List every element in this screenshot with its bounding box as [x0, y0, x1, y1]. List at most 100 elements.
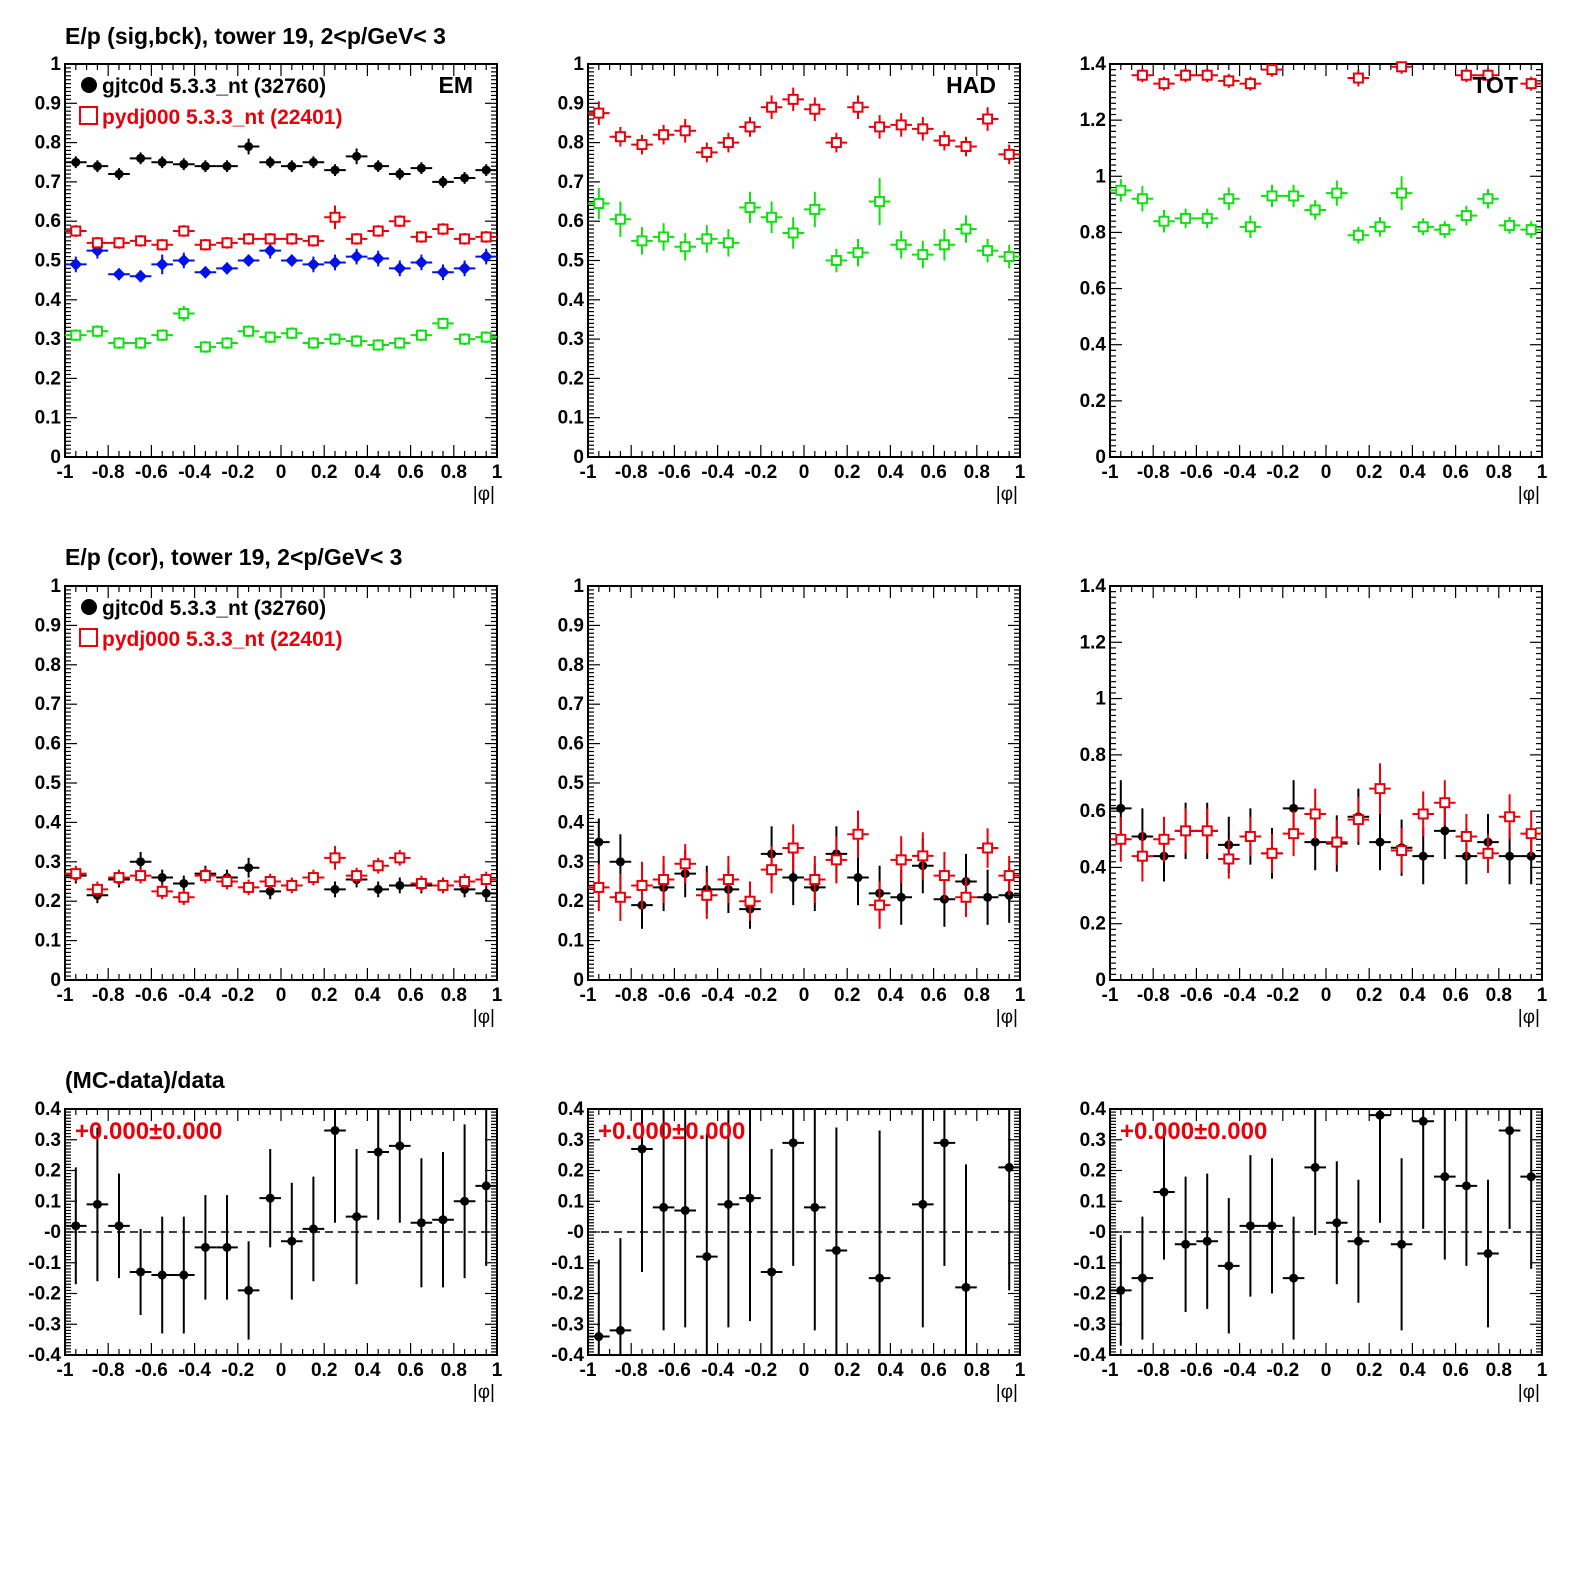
- x-tick-label: -0.6: [1180, 1360, 1213, 1381]
- y-tick-label: 1.2: [1080, 110, 1106, 131]
- filled-circle-marker: [308, 1224, 318, 1234]
- open-square-marker: [199, 239, 211, 251]
- series-mc: [65, 846, 497, 906]
- filled-circle-marker: [1159, 1187, 1169, 1197]
- data-point: [976, 828, 999, 868]
- data-point: [1131, 830, 1154, 882]
- y-tick-label: 0.2: [35, 1161, 61, 1182]
- x-tick-label: -0.4: [178, 985, 211, 1006]
- x-tick-label: 0.6: [920, 1360, 946, 1381]
- data-point: [432, 176, 454, 188]
- data-point: [868, 881, 891, 929]
- panel-0-2: 0 0.2 0.4 0.6 0.8 1 1.2 1.4 -1 -0.8 -0.6 -0.4 -0.2 0 0…: [1080, 54, 1548, 505]
- y-tick-label: 0.6: [558, 211, 584, 232]
- open-square-marker: [1223, 193, 1235, 205]
- filled-circle-marker: [287, 1236, 297, 1246]
- data-point: [432, 1152, 454, 1288]
- y-tick-label: 0.8: [1080, 222, 1106, 243]
- open-square-marker: [636, 235, 648, 247]
- panel-2-1: -0.4 -0.3 -0.2 -0.1 -0 0.1 0.2 0.3 0.4 -1 -0.8 -0.6…: [551, 1099, 1025, 1403]
- open-square-marker: [1504, 811, 1516, 823]
- filled-circle-marker: [136, 857, 146, 867]
- filled-circle-marker: [1440, 826, 1450, 836]
- open-square-marker: [351, 870, 363, 882]
- open-square-marker: [679, 858, 691, 870]
- data-point: [1282, 184, 1305, 208]
- x-tick-label: -1: [580, 1360, 597, 1381]
- filled-circle-marker: [918, 1199, 928, 1209]
- open-square-marker: [874, 121, 886, 133]
- x-tick-label: 0: [1321, 462, 1332, 483]
- data-point: [955, 877, 977, 917]
- diamond-marker: [371, 252, 385, 265]
- diamond-marker: [155, 258, 169, 271]
- y-tick-label: 0.6: [1080, 279, 1106, 300]
- data-point: [760, 1148, 783, 1355]
- y-tick-label: 1: [1095, 689, 1106, 710]
- data-point: [739, 881, 761, 921]
- data-point: [194, 160, 217, 173]
- y-tick-label: 0.8: [35, 655, 61, 676]
- x-axis-label: |φ|: [473, 1007, 495, 1028]
- y-tick-label: 0.5: [35, 773, 62, 794]
- y-tick-label: 0.2: [558, 1161, 584, 1182]
- y-tick-label: 0.9: [35, 93, 61, 114]
- data-point: [367, 339, 389, 351]
- data-point: [1477, 833, 1499, 874]
- y-tick-label: 0: [50, 970, 61, 991]
- data-point: [1218, 839, 1240, 879]
- y-tick-label: -0.2: [551, 1284, 584, 1305]
- x-tick-label: -0.6: [1180, 985, 1213, 1006]
- data-point: [998, 1109, 1020, 1291]
- data-point: [1326, 180, 1348, 206]
- x-tick-label: 0: [276, 462, 287, 483]
- x-tick-label: 0: [1321, 1360, 1332, 1381]
- open-square-marker: [264, 233, 276, 245]
- filled-circle-marker: [745, 1193, 755, 1203]
- y-tick-label: 0.3: [35, 852, 61, 873]
- data-point: [1520, 811, 1542, 857]
- data-point: [302, 1176, 325, 1282]
- x-tick-label: -0.6: [1180, 462, 1213, 483]
- open-square-marker: [1331, 187, 1343, 199]
- data-point: [1477, 1179, 1499, 1328]
- open-square-marker: [264, 331, 276, 343]
- filled-circle-marker: [788, 1138, 798, 1148]
- open-square-marker: [722, 137, 734, 149]
- y-tick-label: 0.6: [35, 734, 61, 755]
- data-point: [86, 236, 109, 249]
- data-point: [173, 305, 195, 322]
- data-point: [868, 1130, 891, 1355]
- data-point: [825, 836, 848, 884]
- x-tick-label: -0.6: [658, 985, 691, 1006]
- data-point: [151, 869, 173, 886]
- open-square-marker: [701, 889, 713, 901]
- filled-circle-marker: [265, 886, 275, 896]
- data-point: [324, 254, 346, 271]
- x-tick-label: 0.6: [397, 1360, 423, 1381]
- diamond-marker: [263, 244, 277, 258]
- data-point: [367, 225, 389, 237]
- filled-circle-marker: [1116, 1285, 1126, 1295]
- open-square-marker: [874, 196, 886, 208]
- open-square-marker: [701, 233, 713, 245]
- x-tick-label: -0.4: [701, 1360, 734, 1381]
- data-point: [86, 881, 109, 898]
- x-tick-label: 0.2: [1356, 1360, 1382, 1381]
- open-square-marker: [135, 870, 147, 882]
- data-point: [151, 883, 173, 900]
- data-point: [1369, 763, 1391, 814]
- open-square-marker: [437, 317, 449, 329]
- open-square-marker: [1352, 229, 1364, 241]
- open-square-marker: [437, 223, 449, 235]
- corner-label: EM: [439, 72, 474, 98]
- data-point: [345, 867, 368, 884]
- filled-circle-marker: [1289, 1273, 1299, 1283]
- x-tick-label: 0.6: [920, 985, 946, 1006]
- open-square-marker: [1201, 212, 1213, 224]
- y-tick-label: 0.4: [1080, 335, 1107, 356]
- open-square-marker: [1460, 69, 1472, 81]
- data-point: [1218, 187, 1240, 210]
- data-point: [345, 232, 368, 245]
- open-square-marker: [459, 333, 471, 345]
